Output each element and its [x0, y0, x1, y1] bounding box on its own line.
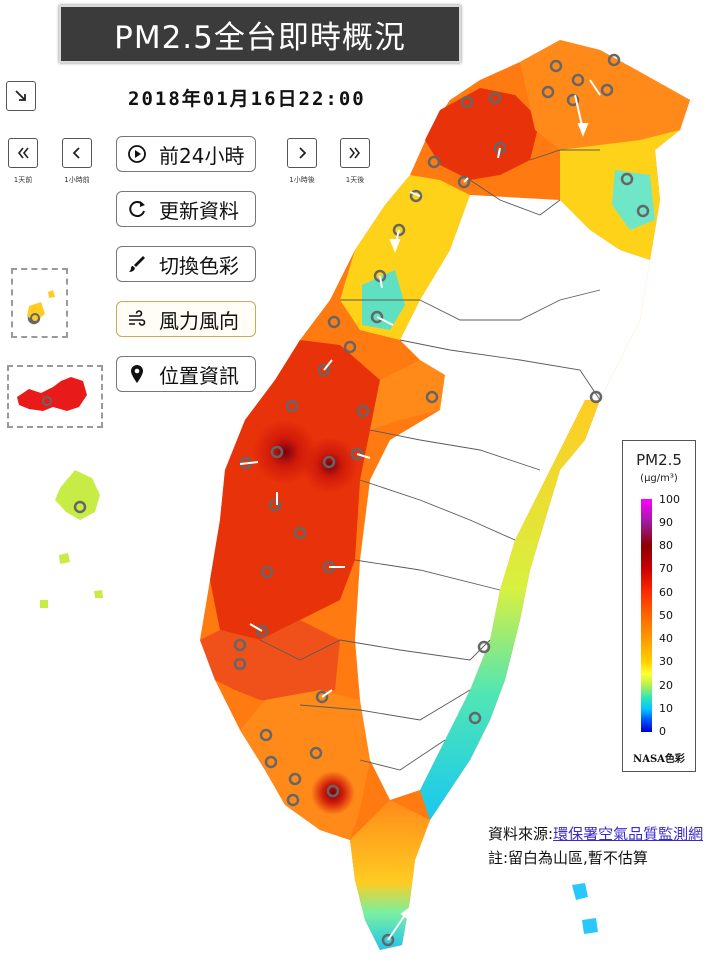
- refresh-data-label: 更新資料: [159, 198, 239, 223]
- refresh-data-button[interactable]: 更新資料: [116, 191, 256, 227]
- location-info-button[interactable]: 位置資訊: [116, 356, 256, 392]
- back-1-day-button[interactable]: [8, 138, 38, 168]
- miaoli-zone: [370, 360, 445, 430]
- legend-tick: 40: [659, 632, 673, 645]
- page-title: PM2.5全台即時概況: [59, 5, 461, 63]
- back-1-hour-caption: 1小時前: [64, 176, 90, 184]
- lanyu-island: [582, 918, 598, 934]
- legend-tick: 20: [659, 679, 673, 692]
- source-link[interactable]: 環保署空氣品質監測網: [553, 825, 704, 843]
- refresh-icon: [125, 197, 149, 221]
- legend-tick: 50: [659, 609, 673, 622]
- switch-color-button[interactable]: 切換色彩: [116, 246, 256, 282]
- data-source: 資料來源:環保署空氣品質監測網: [488, 823, 703, 844]
- location-info-label: 位置資訊: [159, 363, 239, 388]
- play-24h-label: 前24小時: [159, 143, 245, 168]
- matsu-inset[interactable]: [11, 268, 68, 338]
- legend-color-scale: [641, 499, 652, 732]
- chevron-left-icon: [72, 147, 80, 159]
- penghu-islet: [94, 590, 103, 598]
- legend-tick: 80: [659, 539, 673, 552]
- legend-tick: 0: [659, 725, 666, 738]
- legend-tick: 30: [659, 655, 673, 668]
- legend-tick: 90: [659, 516, 673, 529]
- county-borders: [259, 149, 601, 771]
- title-text: PM2.5全台即時概況: [114, 19, 406, 56]
- paintbrush-icon: [125, 252, 149, 276]
- wind-icon: [125, 307, 149, 331]
- legend-tick: 10: [659, 702, 673, 715]
- play-circle-icon: [125, 142, 149, 166]
- map-pin-icon: [125, 362, 149, 386]
- legend-tick: 60: [659, 586, 673, 599]
- legend-unit: (μg/m³): [640, 473, 678, 484]
- legend-caption: NASA色彩: [633, 754, 685, 765]
- forward-1-hour-caption: 1小時後: [289, 176, 315, 184]
- matsu-island: [27, 302, 45, 322]
- arrow-down-right-icon: [15, 90, 26, 101]
- station-marker: [30, 313, 40, 323]
- back-1-hour-button[interactable]: [62, 138, 92, 168]
- mountain-area: [355, 195, 650, 800]
- penghu-island: [55, 470, 100, 520]
- chevron-right-icon: [299, 147, 307, 159]
- penghu-islet: [40, 600, 48, 608]
- kaohsiung-zone: [240, 690, 370, 840]
- observation-datetime: 2018年01月16日22:00: [128, 88, 366, 110]
- east-coast-zone: [420, 400, 600, 820]
- wind-toggle-button[interactable]: 風力風向: [116, 301, 256, 337]
- source-prefix: 資料來源:: [488, 825, 554, 843]
- kinmen-inset[interactable]: [7, 365, 103, 428]
- legend-tick: 100: [659, 493, 680, 506]
- changhua-hotspot: [302, 437, 358, 493]
- north-high-zone: [425, 88, 540, 180]
- double-chevron-left-icon: [17, 147, 29, 159]
- stations: [27, 53, 650, 947]
- station-marker: [42, 396, 52, 406]
- legend-tick: 70: [659, 562, 673, 575]
- wind-arrows: [239, 79, 601, 941]
- station-marker: [73, 500, 87, 514]
- green-island: [572, 883, 588, 900]
- matsu-islet: [48, 290, 55, 298]
- pingtung-hotspot: [311, 771, 355, 815]
- forward-1-day-button[interactable]: [340, 138, 370, 168]
- forward-1-hour-button[interactable]: [287, 138, 317, 168]
- taichung-hotspot: [253, 420, 317, 484]
- play-24h-button[interactable]: 前24小時: [116, 136, 256, 172]
- kinmen-island: [17, 377, 87, 411]
- central-high-zone: [210, 340, 380, 640]
- switch-color-label: 切換色彩: [159, 253, 239, 278]
- forward-1-day-caption: 1天後: [345, 176, 365, 184]
- expand-button[interactable]: [6, 81, 36, 111]
- pm25-legend: PM2.5 (μg/m³) 100 90 80 70 60 50 40 30 2…: [622, 440, 696, 772]
- wind-toggle-label: 風力風向: [159, 308, 239, 333]
- pingtung-south-zone: [350, 800, 430, 950]
- mountain-note: 註:留白為山區,暫不估算: [488, 849, 648, 867]
- penghu-islet: [59, 553, 70, 564]
- double-chevron-right-icon: [349, 147, 361, 159]
- legend-title: PM2.5: [636, 451, 682, 469]
- back-1-day-caption: 1天前: [13, 176, 33, 184]
